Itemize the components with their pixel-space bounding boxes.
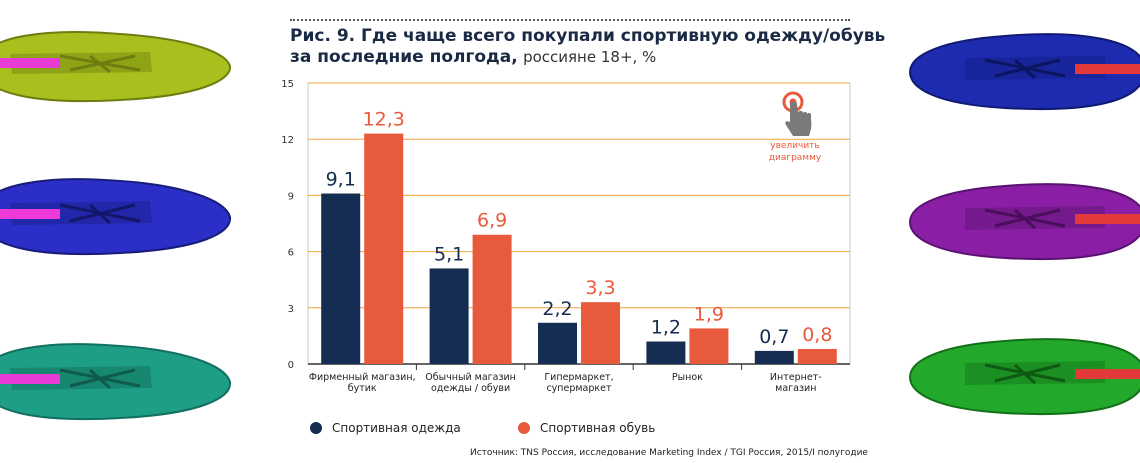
data-label-clothing: 1,2 <box>651 317 681 339</box>
data-label-shoes: 12,3 <box>363 109 405 131</box>
bar-clothing <box>429 268 469 364</box>
bar-shoes <box>689 328 729 364</box>
zoom-hint[interactable]: увеличить диаграмму <box>750 92 840 164</box>
y-tick-label: 3 <box>288 304 294 315</box>
y-tick-label: 12 <box>281 135 294 146</box>
y-tick-label: 0 <box>288 360 294 371</box>
bar-shoes <box>581 302 620 364</box>
data-label-shoes: 0,8 <box>802 324 832 346</box>
zoom-hint-line1: увеличить <box>770 141 820 151</box>
bar-shoes <box>364 133 404 364</box>
shoe-image-navy <box>908 33 1140 111</box>
x-tick-label: Фирменный магазин, <box>309 372 416 383</box>
legend-item-shoes: Спортивная обувь <box>518 421 655 435</box>
title-divider <box>290 19 850 21</box>
chart-title: Рис. 9. Где чаще всего покупали спортивн… <box>290 26 890 68</box>
bars <box>321 133 837 364</box>
bar-clothing <box>538 322 577 364</box>
hand-pointer-icon[interactable] <box>782 91 812 136</box>
legend-dot-shoes <box>518 422 530 434</box>
data-label-clothing: 2,2 <box>542 298 572 320</box>
shoe-image-green <box>908 338 1140 416</box>
data-label-clothing: 0,7 <box>759 326 789 348</box>
data-label-clothing: 5,1 <box>434 243 464 265</box>
chart-title-main: Рис. 9. Где чаще всего покупали спортивн… <box>290 26 886 67</box>
shoe-image-blue <box>0 178 232 256</box>
legend-dot-clothing <box>310 422 322 434</box>
x-tick-label: Интернет- <box>770 372 822 383</box>
bar-shoes <box>797 349 837 364</box>
x-tick-label: супермаркет <box>546 383 612 394</box>
bar-shoes <box>472 234 512 364</box>
shoe-image-yellow <box>0 31 232 103</box>
y-tick-label: 15 <box>281 79 294 90</box>
bar-clothing <box>646 341 686 364</box>
legend-label-clothing: Спортивная одежда <box>332 421 461 435</box>
data-labels: 9,1 12,3 5,1 6,9 2,2 3,3 1,2 1,9 0,7 0,8 <box>326 109 833 348</box>
shoe-image-purple <box>908 183 1140 261</box>
x-tick-label: Гипермаркет, <box>544 372 613 383</box>
x-tick-label: магазин <box>775 383 816 394</box>
bar-clothing <box>321 193 361 364</box>
chart-subtitle: россияне 18+, % <box>523 48 657 66</box>
x-tick-label: бутик <box>348 383 377 394</box>
y-tick-label: 9 <box>288 191 294 202</box>
data-label-shoes: 3,3 <box>585 277 615 299</box>
data-label-shoes: 1,9 <box>694 303 724 325</box>
data-label-shoes: 6,9 <box>477 210 507 232</box>
bar-clothing <box>754 350 794 364</box>
shoe-image-teal <box>0 343 232 421</box>
x-tick-label: Обычный магазин <box>425 372 516 383</box>
legend-item-clothing: Спортивная одежда <box>310 421 461 435</box>
y-tick-label: 6 <box>288 248 294 259</box>
data-label-clothing: 9,1 <box>326 169 356 191</box>
x-tick-label: Рынок <box>672 372 703 383</box>
zoom-hint-line2: диаграмму <box>768 153 822 163</box>
source-note: Источник: TNS Россия, исследование Marke… <box>470 448 868 458</box>
x-tick-label: одежды / обуви <box>431 383 510 394</box>
legend-label-shoes: Спортивная обувь <box>540 421 656 435</box>
x-axis: Фирменный магазин,бутик Обычный магазинод… <box>309 364 822 394</box>
